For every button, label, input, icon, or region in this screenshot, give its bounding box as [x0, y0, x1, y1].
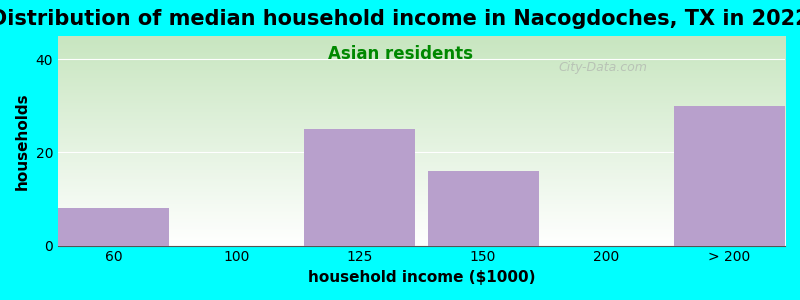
- Y-axis label: households: households: [15, 92, 30, 190]
- Bar: [428, 171, 538, 246]
- Bar: [58, 208, 169, 246]
- Text: Distribution of median household income in Nacogdoches, TX in 2022: Distribution of median household income …: [0, 9, 800, 29]
- Text: Asian residents: Asian residents: [327, 45, 473, 63]
- Text: City-Data.com: City-Data.com: [558, 61, 648, 74]
- Bar: [304, 129, 415, 246]
- X-axis label: household income ($1000): household income ($1000): [308, 270, 535, 285]
- Bar: [674, 106, 785, 246]
